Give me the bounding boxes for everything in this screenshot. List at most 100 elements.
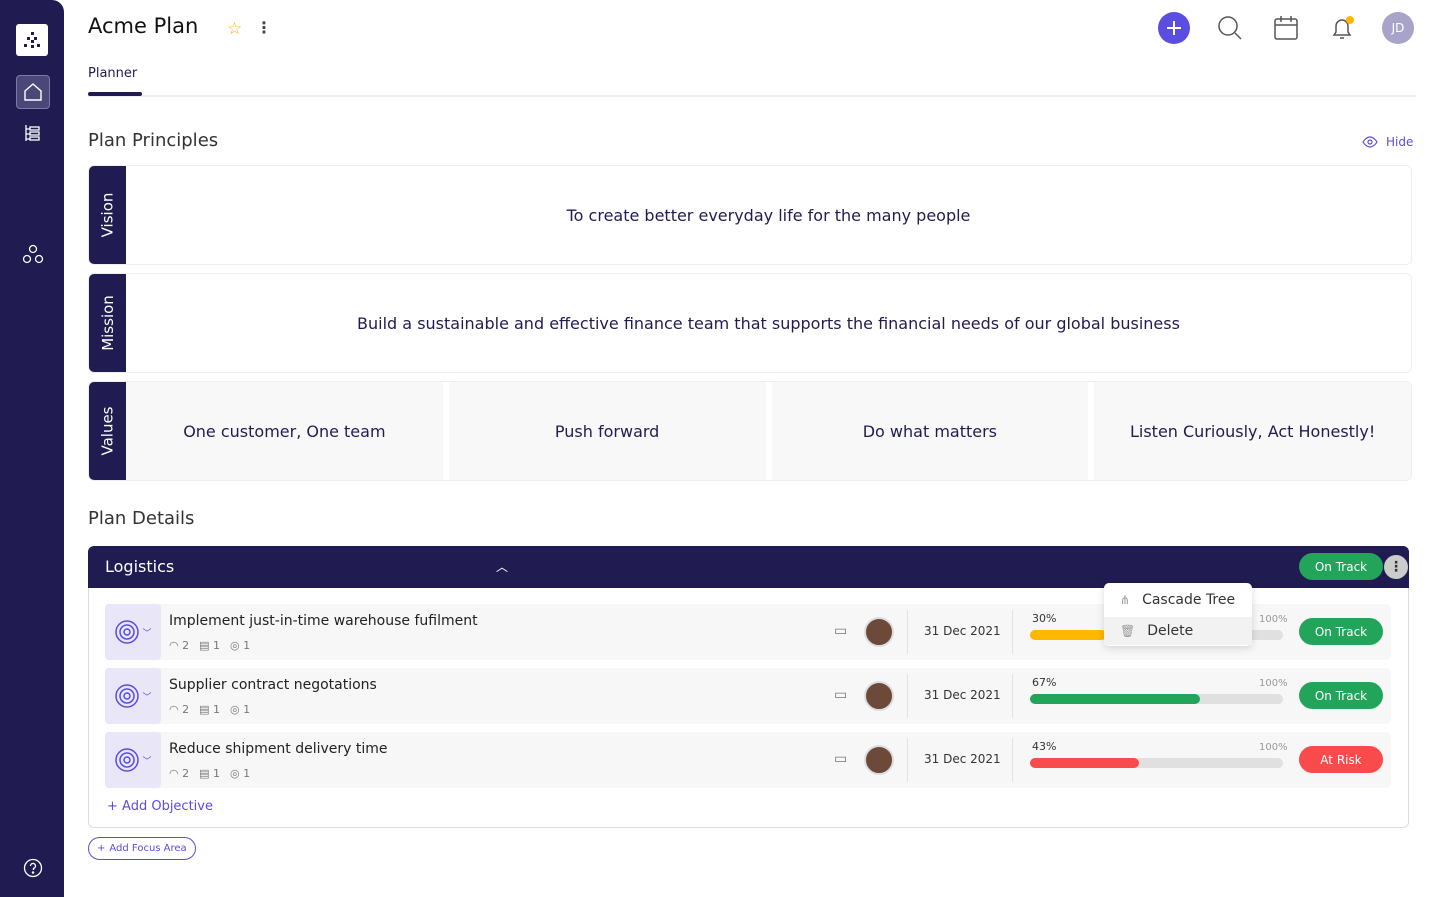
vision-text: To create better everyday life for the m… xyxy=(126,166,1411,264)
more-options-button[interactable]: ⋮ xyxy=(1384,555,1408,579)
key-results-count: 2 xyxy=(182,767,190,780)
objective-row[interactable]: ﹀ Reduce shipment delivery time ◠ 2 ▤ 1 … xyxy=(105,732,1391,788)
focus-area-menu: ⋔ Cascade Tree 🗑 Delete xyxy=(1104,583,1252,646)
linked-target-icon: ◎ xyxy=(230,767,240,780)
values-label: Values xyxy=(98,406,117,456)
progress-bar xyxy=(1030,758,1283,768)
gauge-icon: ◠ xyxy=(169,703,179,716)
objective-title[interactable]: Reduce shipment delivery time xyxy=(169,741,388,757)
help-icon[interactable] xyxy=(16,851,50,885)
home-icon[interactable] xyxy=(16,75,50,109)
links-count: 1 xyxy=(243,703,251,716)
add-focus-area-label: Add Focus Area xyxy=(109,843,187,854)
mission-text: Build a sustainable and effective financ… xyxy=(126,274,1411,372)
add-objective-button[interactable]: + Add Objective xyxy=(107,799,213,814)
star-icon[interactable]: ☆ xyxy=(227,19,243,39)
mission-label: Mission xyxy=(98,295,117,351)
hierarchy-icon: ⋔ xyxy=(1120,593,1131,607)
focus-area-name: Logistics xyxy=(105,557,175,576)
chevron-down-icon: ﹀ xyxy=(142,628,152,639)
network-icon[interactable] xyxy=(16,237,50,271)
calendar-icon[interactable] xyxy=(1270,12,1302,44)
linked-target-icon: ◎ xyxy=(230,703,240,716)
gauge-icon: ◠ xyxy=(169,639,179,652)
target-icon xyxy=(115,620,140,644)
menu-label: Delete xyxy=(1147,623,1194,639)
due-date: 31 Dec 2021 xyxy=(924,688,1001,702)
key-results-count: 2 xyxy=(182,703,190,716)
progress-bar xyxy=(1030,694,1283,704)
progress-fill xyxy=(1030,758,1139,768)
menu-label: Cascade Tree xyxy=(1142,592,1236,608)
chevron-down-icon: ﹀ xyxy=(142,756,152,767)
vision-card: Vision To create better everyday life fo… xyxy=(88,165,1412,265)
tab-indicator xyxy=(88,92,142,96)
links-count: 1 xyxy=(243,767,251,780)
owner-avatar[interactable] xyxy=(864,681,894,711)
objective-type-toggle[interactable]: ﹀ xyxy=(105,604,161,660)
comment-icon[interactable]: ▭ xyxy=(834,623,848,639)
add-focus-area-button[interactable]: + Add Focus Area xyxy=(88,837,196,860)
due-date: 31 Dec 2021 xyxy=(924,624,1001,638)
progress-value: 67% xyxy=(1032,676,1057,689)
target-icon xyxy=(115,684,140,708)
vision-label: Vision xyxy=(98,192,117,238)
add-button[interactable] xyxy=(1158,12,1190,44)
objective-title[interactable]: Implement just-in-time warehouse fufilme… xyxy=(169,613,478,629)
progress-fill xyxy=(1030,630,1106,640)
search-icon[interactable] xyxy=(1214,12,1246,44)
document-icon: ▤ xyxy=(199,639,210,652)
plan-details-heading: Plan Details xyxy=(88,508,195,529)
progress-max: 100% xyxy=(1259,678,1288,689)
avatar[interactable]: JD xyxy=(1382,12,1414,44)
menu-item-cascade-tree[interactable]: ⋔ Cascade Tree xyxy=(1104,586,1252,614)
owner-avatar[interactable] xyxy=(864,745,894,775)
eye-icon xyxy=(1362,136,1378,148)
values-card: Values One customer, One team Push forwa… xyxy=(88,381,1412,481)
more-options-icon[interactable]: ⋮ xyxy=(256,18,272,37)
menu-item-delete[interactable]: 🗑 Delete xyxy=(1104,617,1252,645)
objective-type-toggle[interactable]: ﹀ xyxy=(105,732,161,788)
documents-count: 1 xyxy=(213,767,221,780)
status-badge[interactable]: On Track xyxy=(1299,618,1383,645)
value-item: Push forward xyxy=(448,382,766,480)
trash-icon: 🗑 xyxy=(1120,624,1136,638)
objective-type-toggle[interactable]: ﹀ xyxy=(105,668,161,724)
comment-icon[interactable]: ▭ xyxy=(834,751,848,767)
owner-avatar[interactable] xyxy=(864,617,894,647)
page-title: Acme Plan xyxy=(88,14,199,38)
documents-count: 1 xyxy=(213,639,221,652)
tab-divider xyxy=(88,95,1416,97)
plus-icon: + xyxy=(107,799,123,814)
hide-button[interactable]: Hide xyxy=(1362,135,1413,149)
bell-icon[interactable] xyxy=(1326,12,1358,44)
status-badge[interactable]: At Risk xyxy=(1299,746,1383,773)
target-icon xyxy=(115,748,140,772)
comment-icon[interactable]: ▭ xyxy=(834,687,848,703)
logo[interactable] xyxy=(16,24,48,56)
status-badge[interactable]: On Track xyxy=(1299,553,1383,580)
documents-count: 1 xyxy=(213,703,221,716)
chevron-up-icon[interactable]: ︿ xyxy=(496,560,509,574)
status-badge[interactable]: On Track xyxy=(1299,682,1383,709)
chevron-down-icon: ﹀ xyxy=(142,692,152,703)
document-icon: ▤ xyxy=(199,767,210,780)
gauge-icon: ◠ xyxy=(169,767,179,780)
tab-planner[interactable]: Planner xyxy=(88,66,138,81)
plus-icon: + xyxy=(97,843,106,854)
value-item: Listen Curiously, Act Honestly! xyxy=(1094,382,1411,480)
document-icon: ▤ xyxy=(199,703,210,716)
linked-target-icon: ◎ xyxy=(230,639,240,652)
mission-card: Mission Build a sustainable and effectiv… xyxy=(88,273,1412,373)
hierarchy-list-icon[interactable] xyxy=(16,116,50,150)
key-results-count: 2 xyxy=(182,639,190,652)
value-item: One customer, One team xyxy=(126,382,443,480)
value-item: Do what matters xyxy=(771,382,1089,480)
progress-value: 43% xyxy=(1032,740,1057,753)
progress-fill xyxy=(1030,694,1200,704)
progress-value: 30% xyxy=(1032,612,1057,625)
objective-title[interactable]: Supplier contract negotations xyxy=(169,677,377,693)
due-date: 31 Dec 2021 xyxy=(924,752,1001,766)
focus-area-header[interactable]: Logistics ︿ On Track ⋮ xyxy=(88,546,1409,588)
objective-row[interactable]: ﹀ Supplier contract negotations ◠ 2 ▤ 1 … xyxy=(105,668,1391,724)
